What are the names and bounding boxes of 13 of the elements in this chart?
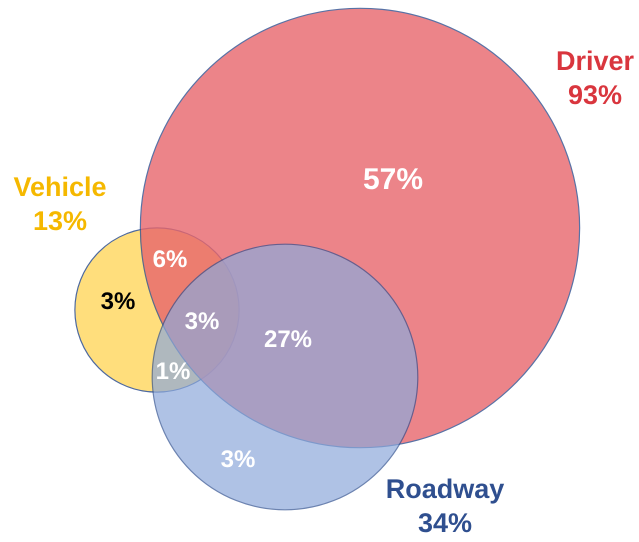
data-label: 34% <box>418 508 472 538</box>
text: 27% <box>264 326 312 353</box>
text: 1% <box>156 358 190 385</box>
category-label: Vehicle <box>13 172 107 202</box>
text: 3% <box>100 288 136 315</box>
data-label: 93% <box>568 80 622 110</box>
data-label: 13% <box>32 206 88 236</box>
category-label: Driver <box>556 46 635 76</box>
text: 6% <box>152 246 188 273</box>
category-label: Roadway <box>386 474 504 504</box>
text: 3% <box>184 308 220 335</box>
text: 57% <box>362 163 424 196</box>
text: 3% <box>220 446 256 473</box>
